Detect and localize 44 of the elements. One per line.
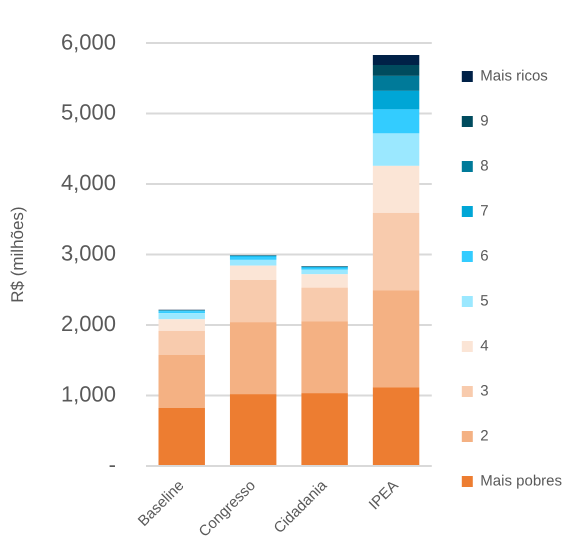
y-tick-label: - [108,452,116,478]
bar [372,90,420,110]
y-tick-label: 3,000 [60,240,116,266]
legend-label: Mais pobres [480,472,562,490]
bar [158,408,205,465]
legend-label: 5 [480,292,489,310]
bar [230,322,276,394]
bar [158,319,205,331]
legend-label: 3 [480,382,489,400]
bar [372,387,420,465]
bar [301,269,348,274]
bar [230,394,276,465]
bar [301,274,348,288]
bar [372,64,420,76]
bar [301,393,348,465]
legend-label: 8 [480,158,489,175]
bar [230,256,276,260]
legend-label: 7 [480,202,489,220]
y-axis-title: R$ (milhões) [8,206,27,303]
legend-label: 6 [480,248,489,265]
bar [301,321,348,394]
legend-label: 9 [480,112,489,130]
bar [372,290,420,388]
y-tick-label: 5,000 [60,100,116,125]
y-tick-label: 2,000 [60,311,116,336]
y-tick-label: 4,000 [60,170,116,196]
bar [230,280,276,322]
bar [372,166,420,213]
bar [372,212,420,291]
legend-label: 4 [480,338,489,355]
legend-label: 2 [480,428,489,445]
bar [372,109,420,134]
bar [230,266,276,280]
bar [372,54,420,65]
bar [158,330,205,355]
y-tick-label: 1,000 [60,382,116,407]
y-tick-label: 6,000 [60,29,116,54]
bar [158,313,205,320]
bar [372,76,420,91]
bar [301,288,348,322]
bar [158,354,205,408]
legend-label: Mais ricos [480,68,548,85]
bar [372,133,420,166]
bar [230,260,276,266]
